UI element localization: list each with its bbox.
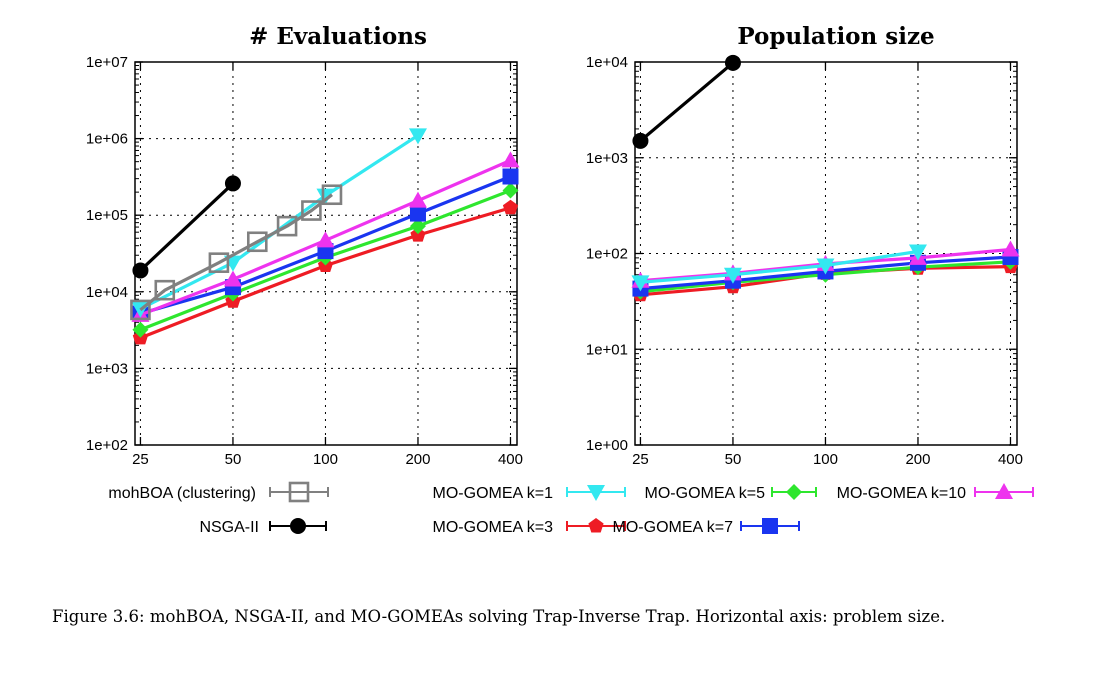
mo-gomea-k-10-point xyxy=(316,231,335,248)
mohboa-clustering-point xyxy=(246,231,268,253)
legend-label: MO-GOMEA k=3 xyxy=(433,519,554,536)
mohboa-clustering-point xyxy=(276,215,298,237)
mo-gomea-k-10-point xyxy=(408,191,427,208)
nsga-ii-line xyxy=(639,61,735,143)
mo-gomea-k-7-point xyxy=(502,168,519,185)
nsga-ii-point xyxy=(224,175,241,192)
legend-mo-gomea-k-10-point xyxy=(995,483,1013,499)
mo-gomea-k-10-point xyxy=(1001,240,1020,257)
legend-label: MO-GOMEA k=1 xyxy=(433,485,554,502)
panel-title: Population size xyxy=(737,23,934,50)
legend-nsga-ii-point xyxy=(290,518,306,534)
y-tick-label: 1e+00 xyxy=(586,437,628,454)
legend-label: MO-GOMEA k=10 xyxy=(837,485,966,502)
y-tick-label: 1e+04 xyxy=(586,54,628,71)
mo-gomea-k-3-point xyxy=(410,227,426,242)
nsga-ii-point xyxy=(132,262,149,279)
legend-mohboa-clustering-point xyxy=(288,481,310,503)
y-tick-label: 1e+03 xyxy=(86,360,128,377)
nsga-ii-point xyxy=(632,132,649,149)
y-tick-label: 1e+02 xyxy=(86,437,128,454)
legend-item-mo-gomea-k-1: MO-GOMEA k=1 xyxy=(433,485,626,502)
x-tick-label: 200 xyxy=(905,451,930,468)
mo-gomea-k-10-point xyxy=(501,151,520,168)
mohboa-clustering-point xyxy=(208,252,230,273)
mo-gomea-k-1-point xyxy=(408,128,427,145)
mohboa-clustering-point xyxy=(321,184,343,206)
legend-item-mo-gomea-k-3: MO-GOMEA k=3 xyxy=(433,518,626,536)
legend-item-mo-gomea-k-7: MO-GOMEA k=7 xyxy=(613,518,800,536)
legend-label: MO-GOMEA k=5 xyxy=(645,485,766,502)
mohboa-clustering-point xyxy=(130,299,151,321)
legend-item-mohboa-clustering: mohBOA (clustering) xyxy=(108,481,329,503)
series-mo-gomea-k-1 xyxy=(631,244,927,292)
legend-mo-gomea-k-1-point xyxy=(587,485,605,501)
mohboa-clustering-line xyxy=(139,193,333,312)
x-tick-label: 200 xyxy=(405,451,430,468)
legend: mohBOA (clustering) MO-GOMEA k=1 MO-GOMEA … xyxy=(108,481,1034,536)
legend-mo-gomea-k-5-point xyxy=(786,484,802,500)
mo-gomea-k-10-point xyxy=(223,270,242,287)
figure-canvas: # Evaluations 1e+02 1e+03 1e+04 1e+05 1e+06 1e… xyxy=(86,23,1034,536)
x-tick-label: 400 xyxy=(498,451,523,468)
legend-label: NSGA-II xyxy=(199,519,259,536)
x-tick-label: 25 xyxy=(132,451,149,468)
legend-item-mo-gomea-k-5: MO-GOMEA k=5 xyxy=(645,484,817,502)
panel-title: # Evaluations xyxy=(249,23,427,50)
x-tick-label: 50 xyxy=(225,451,242,468)
mo-gomea-k-1-point xyxy=(723,267,742,284)
legend-item-nsga-ii: NSGA-II xyxy=(199,518,327,536)
legend-label: MO-GOMEA k=7 xyxy=(613,519,734,536)
y-tick-label: 1e+05 xyxy=(86,207,128,224)
mo-gomea-k-5-point xyxy=(132,321,149,338)
mo-gomea-k-1-point xyxy=(816,258,835,275)
x-tick-label: 100 xyxy=(813,451,838,468)
mo-gomea-k-7-point xyxy=(409,205,426,222)
y-tick-label: 1e+03 xyxy=(586,150,628,167)
evaluations-panel: # Evaluations 1e+02 1e+03 1e+04 1e+05 1e+06 1e… xyxy=(86,23,523,468)
mo-gomea-k-1-point xyxy=(316,188,335,205)
y-tick-label: 1e+02 xyxy=(586,246,628,263)
x-tick-label: 400 xyxy=(998,451,1023,468)
mo-gomea-k-1-point xyxy=(631,275,650,292)
y-tick-label: 1e+06 xyxy=(86,131,128,148)
figure-caption: Figure 3.6: mohBOA, NSGA-II, and MO-GOME… xyxy=(52,607,946,626)
mohboa-clustering-point xyxy=(154,279,176,301)
y-tick-label: 1e+07 xyxy=(86,54,128,71)
y-tick-label: 1e+01 xyxy=(586,341,628,358)
mo-gomea-k-3-point xyxy=(502,199,519,215)
x-tick-label: 50 xyxy=(725,451,742,468)
series-nsga-ii xyxy=(132,175,241,279)
series-nsga-ii xyxy=(632,54,741,149)
legend-label: mohBOA (clustering) xyxy=(108,485,256,502)
y-tick-label: 1e+04 xyxy=(86,284,128,301)
mo-gomea-k-1-line xyxy=(640,249,919,284)
series-mo-gomea-k-10 xyxy=(131,151,520,322)
legend-mo-gomea-k-7-point xyxy=(762,518,778,534)
nsga-ii-point xyxy=(724,54,741,71)
x-tick-label: 25 xyxy=(632,451,649,468)
mo-gomea-k-5-point xyxy=(502,182,519,199)
x-tick-label: 100 xyxy=(313,451,338,468)
legend-mo-gomea-k-3-point xyxy=(588,518,604,533)
mo-gomea-k-1-point xyxy=(908,244,927,261)
nsga-ii-line xyxy=(139,182,235,272)
population-size-panel: Population size 1e+00 1e+01 1e+02 1e+03 1e+04… xyxy=(586,23,1023,468)
mo-gomea-k-5-point xyxy=(409,218,426,235)
legend-item-mo-gomea-k-10: MO-GOMEA k=10 xyxy=(837,483,1034,502)
mohboa-clustering-point xyxy=(301,200,322,221)
series-mohboa-clustering xyxy=(130,184,343,321)
